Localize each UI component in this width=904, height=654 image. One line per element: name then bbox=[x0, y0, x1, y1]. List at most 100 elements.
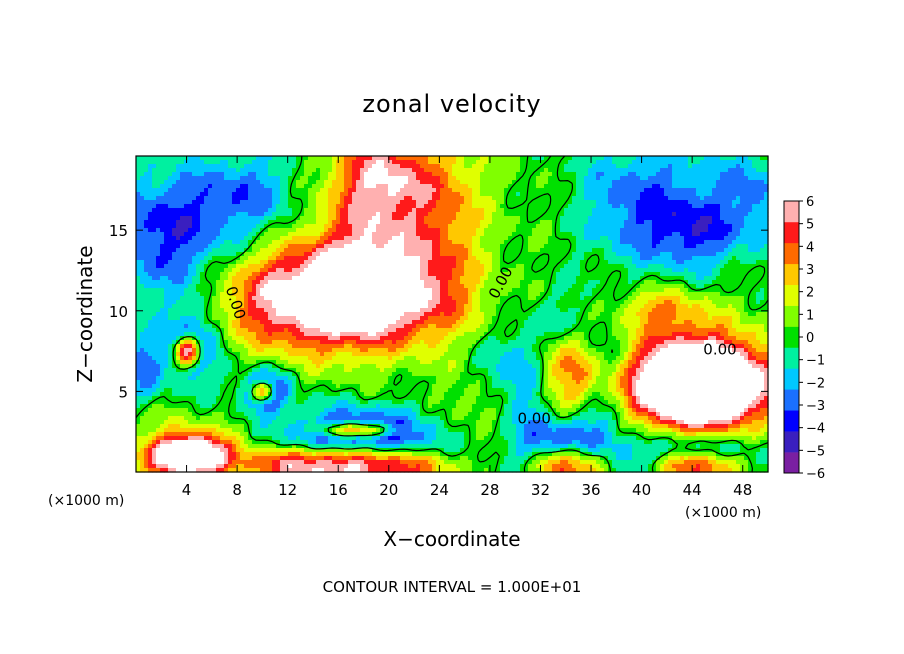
heatmap-cell bbox=[152, 224, 157, 229]
heatmap-cell bbox=[312, 260, 317, 265]
heatmap-cell bbox=[716, 244, 721, 249]
heatmap-cell bbox=[320, 164, 325, 169]
heatmap-cell bbox=[268, 224, 273, 229]
heatmap-cell bbox=[720, 188, 725, 193]
heatmap-cell bbox=[420, 232, 425, 237]
heatmap-cell bbox=[368, 184, 373, 189]
heatmap-cell bbox=[180, 264, 185, 269]
heatmap-cell bbox=[528, 240, 533, 245]
heatmap-cell bbox=[408, 252, 413, 257]
heatmap-cell bbox=[432, 240, 437, 245]
heatmap-cell bbox=[604, 196, 609, 201]
heatmap-cell bbox=[764, 276, 769, 281]
chart-title: zonal velocity bbox=[362, 90, 541, 118]
heatmap-cell bbox=[376, 224, 381, 229]
heatmap-cell bbox=[520, 204, 525, 209]
heatmap-cell bbox=[196, 192, 201, 197]
heatmap-cell bbox=[460, 200, 465, 205]
heatmap-cell bbox=[544, 208, 549, 213]
heatmap-cell bbox=[564, 256, 569, 261]
heatmap-cell bbox=[548, 176, 553, 181]
heatmap-cell bbox=[720, 216, 725, 221]
heatmap-cell bbox=[624, 184, 629, 189]
heatmap-cell bbox=[440, 268, 445, 273]
heatmap-cell bbox=[456, 256, 461, 261]
heatmap-cell bbox=[264, 280, 269, 285]
heatmap-cell bbox=[404, 180, 409, 185]
heatmap-cell bbox=[660, 188, 665, 193]
heatmap-cell bbox=[388, 168, 393, 173]
heatmap-cell bbox=[352, 216, 357, 221]
heatmap-cell bbox=[304, 188, 309, 193]
heatmap-cell bbox=[168, 260, 173, 265]
heatmap-cell bbox=[344, 224, 349, 229]
heatmap-cell bbox=[716, 260, 721, 265]
heatmap-cell bbox=[136, 172, 141, 177]
heatmap-cell bbox=[604, 264, 609, 269]
heatmap-cell bbox=[360, 192, 365, 197]
heatmap-cell bbox=[712, 252, 717, 257]
heatmap-cell bbox=[140, 172, 145, 177]
heatmap-cell bbox=[420, 220, 425, 225]
heatmap-cell bbox=[748, 180, 753, 185]
heatmap-cell bbox=[680, 252, 685, 257]
heatmap-cell bbox=[644, 240, 649, 245]
heatmap-cell bbox=[736, 188, 741, 193]
heatmap-cell bbox=[420, 180, 425, 185]
heatmap-cell bbox=[364, 188, 369, 193]
heatmap-cell bbox=[480, 184, 485, 189]
heatmap-cell bbox=[468, 272, 473, 277]
heatmap-cell bbox=[724, 200, 729, 205]
heatmap-cell bbox=[396, 192, 401, 197]
heatmap-cell bbox=[348, 220, 353, 225]
heatmap-cell bbox=[592, 200, 597, 205]
heatmap-cell bbox=[656, 272, 661, 277]
heatmap-cell bbox=[644, 164, 649, 169]
heatmap-cell bbox=[256, 252, 261, 257]
heatmap-cell bbox=[668, 276, 673, 281]
heatmap-cell bbox=[648, 188, 653, 193]
heatmap-cell bbox=[208, 212, 213, 217]
heatmap-cell bbox=[576, 228, 581, 233]
heatmap-cell bbox=[472, 216, 477, 221]
heatmap-cell bbox=[216, 180, 221, 185]
heatmap-cell bbox=[400, 188, 405, 193]
heatmap-cell bbox=[612, 180, 617, 185]
heatmap-cell bbox=[620, 276, 625, 281]
heatmap-cell bbox=[572, 256, 577, 261]
heatmap-cell bbox=[248, 252, 253, 257]
heatmap-cell bbox=[468, 160, 473, 165]
heatmap-cell bbox=[220, 212, 225, 217]
heatmap-cell bbox=[396, 172, 401, 177]
heatmap-cell bbox=[176, 220, 181, 225]
heatmap-cell bbox=[648, 276, 653, 281]
heatmap-cell bbox=[336, 196, 341, 201]
heatmap-cell bbox=[592, 264, 597, 269]
heatmap-cell bbox=[620, 160, 625, 165]
heatmap-cell bbox=[452, 176, 457, 181]
heatmap-cell bbox=[180, 204, 185, 209]
heatmap-cell bbox=[412, 252, 417, 257]
heatmap-cell bbox=[592, 232, 597, 237]
heatmap-cell bbox=[632, 168, 637, 173]
heatmap-cell bbox=[272, 240, 277, 245]
heatmap-cell bbox=[224, 196, 229, 201]
heatmap-cell bbox=[428, 208, 433, 213]
heatmap-cell bbox=[400, 228, 405, 233]
heatmap-cell bbox=[272, 180, 277, 185]
heatmap-cell bbox=[584, 224, 589, 229]
heatmap-cell bbox=[296, 208, 301, 213]
heatmap-cell bbox=[164, 196, 169, 201]
heatmap-cell bbox=[344, 228, 349, 233]
heatmap-cell bbox=[688, 168, 693, 173]
heatmap-cell bbox=[536, 204, 541, 209]
heatmap-cell bbox=[172, 168, 177, 173]
heatmap-cell bbox=[564, 160, 569, 165]
heatmap-cell bbox=[724, 212, 729, 217]
heatmap-cell bbox=[520, 276, 525, 281]
heatmap-cell bbox=[536, 200, 541, 205]
heatmap-cell bbox=[144, 200, 149, 205]
heatmap-cell bbox=[356, 208, 361, 213]
heatmap-cell bbox=[604, 220, 609, 225]
heatmap-cell bbox=[572, 260, 577, 265]
